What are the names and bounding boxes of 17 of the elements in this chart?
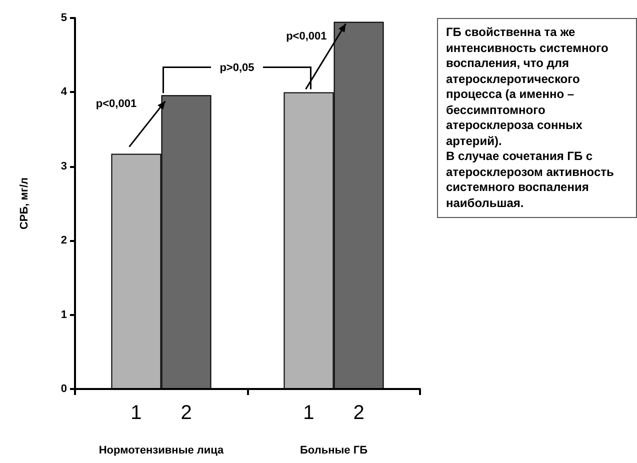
annotation: p<0,001 — [96, 98, 137, 110]
annotation: p<0,001 — [286, 30, 327, 43]
text: 2 — [353, 402, 364, 424]
series-label: 1 — [130, 402, 142, 424]
x-tick-label: Нормотензивные лица — [98, 444, 225, 456]
y-tick-label: 5 — [60, 12, 67, 24]
x-tick-label: Больные ГБ — [300, 444, 368, 456]
y-tick-label: 4 — [60, 86, 68, 98]
y-tick-label: 0 — [60, 383, 67, 395]
text: ГБ свойственна та же интенсивность системного воспаления, что для атеросклеротического процесса (а именно – бессимптомного атеросклероза сонных артерий). В случае сочетания ГБ с атеросклерозом активность системного воспаления наибольшая. — [446, 25, 614, 210]
y-tick-label: 3 — [60, 160, 67, 172]
annotation: p>0,05 — [220, 62, 254, 74]
text: 1 — [303, 402, 314, 424]
y-tick-label: 1 — [60, 308, 67, 321]
y-axis-title: СРБ, мг/л — [18, 177, 30, 230]
y-tick-label: 2 — [60, 234, 67, 247]
series-label: 2 — [180, 402, 192, 424]
